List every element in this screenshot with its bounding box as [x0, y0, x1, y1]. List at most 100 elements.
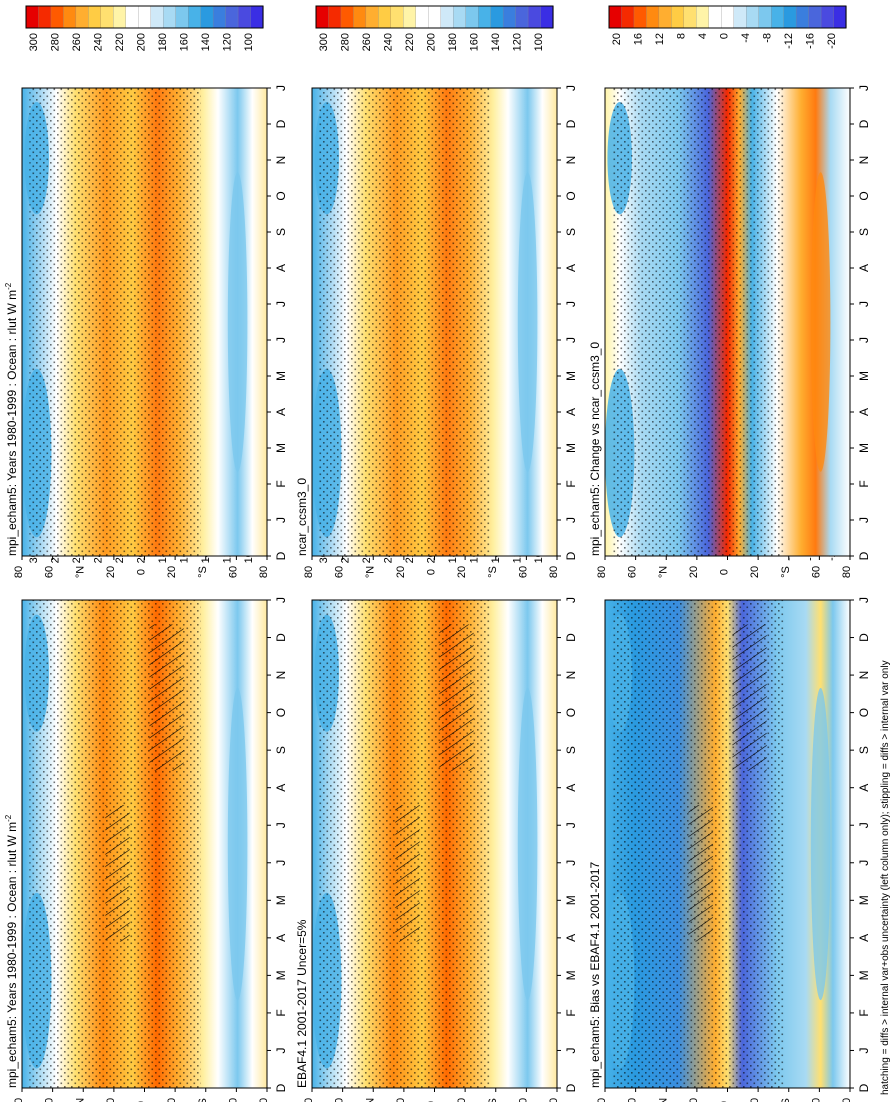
lat-tick-label: 20: [749, 566, 761, 578]
month-tick-label: F: [857, 480, 871, 487]
colorbar-swatch: [225, 5, 239, 29]
month-tick-label: O: [564, 708, 578, 717]
month-tick-label: S: [564, 228, 578, 236]
colorbar-swatch: [63, 5, 77, 29]
colorbar-swatch: [621, 5, 635, 29]
colorbar-swatch: [671, 5, 685, 29]
lat-tick-label: °N: [364, 566, 376, 578]
month-tick-label: D: [274, 119, 288, 128]
month-tick-label: M: [274, 371, 288, 381]
lat-tick-label: 20: [688, 566, 700, 578]
lat-tick-label: 80: [258, 1098, 270, 1102]
colorbar-label: 160: [179, 33, 191, 51]
chart-p_obs: 80 60 °N 20 0 20 °S 60 80 D J F M A M J J A S O N D J EBAF4.1 2…: [295, 517, 578, 1102]
colorbar-swatch: [390, 5, 404, 29]
colorbar-swatch: [453, 5, 467, 29]
lat-tick-label: 80: [258, 566, 270, 578]
month-tick-label: A: [857, 934, 871, 942]
lat-tick-label: 60: [334, 1098, 346, 1102]
colorbar-label: 220: [114, 33, 126, 51]
month-tick-label: A: [274, 408, 288, 416]
lat-tick-label: 20: [166, 1098, 178, 1102]
lat-tick-label: °N: [364, 1098, 376, 1102]
colorbar-label: 300: [28, 33, 40, 51]
lat-tick-label: 80: [13, 1098, 25, 1102]
lat-tick-label: °N: [74, 566, 86, 578]
lat-tick-label: 60: [517, 1098, 529, 1102]
colorbar-label: 280: [339, 33, 351, 51]
lat-tick-label: 20: [105, 1098, 117, 1102]
heatmap-patch: [517, 172, 538, 472]
month-tick-label: J: [274, 85, 288, 91]
colorbar-swatch: [138, 5, 152, 29]
chart-title: mpi_echam5: Change vs ncar_ccsm3_0: [588, 342, 602, 556]
lat-tick-label: °S: [197, 566, 209, 578]
month-tick-label: N: [857, 671, 871, 680]
hatching-band: [732, 624, 767, 771]
month-tick-label: O: [274, 708, 288, 717]
month-tick-label: J: [857, 85, 871, 91]
month-tick-label: D: [857, 1083, 871, 1092]
colorbar-label: 120: [512, 33, 524, 51]
colorbar-swatch: [440, 5, 454, 29]
month-tick-label: M: [857, 895, 871, 905]
hatching-band: [395, 804, 420, 942]
colorbar-label: 140: [200, 33, 212, 51]
colorbar-frame: [608, 5, 847, 29]
hatching-band: [105, 804, 130, 942]
month-tick-label: J: [564, 301, 578, 307]
colorbar-label: 180: [447, 33, 459, 51]
lat-tick-label: 80: [548, 1098, 560, 1102]
month-tick-label: M: [857, 371, 871, 381]
colorbar-label: -8: [762, 33, 774, 43]
colorbar-swatch: [150, 5, 164, 29]
month-tick-label: J: [274, 301, 288, 307]
month-tick-label: A: [564, 934, 578, 942]
colorbar-swatch: [820, 5, 835, 29]
month-tick-label: D: [564, 1083, 578, 1092]
lat-tick-label: °S: [487, 566, 499, 578]
month-tick-label: S: [274, 228, 288, 236]
colorbar-swatch: [733, 5, 747, 29]
lat-tick-label: 80: [841, 1098, 853, 1102]
colorbar-label: 120: [222, 33, 234, 51]
month-tick-label: F: [274, 480, 288, 487]
colorbar-swatch: [478, 5, 492, 29]
colorbar-swatch: [708, 5, 722, 29]
colorbar-swatch: [540, 5, 554, 29]
colorbar-swatch: [465, 5, 479, 29]
colorbar-label: 12: [654, 33, 666, 45]
month-tick-label: J: [564, 860, 578, 866]
colorbar-swatch: [125, 5, 139, 29]
colorbar-label: -16: [805, 33, 817, 49]
lat-tick-label: 60: [44, 566, 56, 578]
month-tick-label: M: [274, 895, 288, 905]
lat-tick-label: 80: [303, 566, 315, 578]
colorbar-label: 180: [157, 33, 169, 51]
lat-tick-label: °S: [197, 1098, 209, 1102]
colorbar-label: 260: [71, 33, 83, 51]
month-tick-label: F: [564, 1009, 578, 1016]
month-tick-label: S: [564, 746, 578, 754]
month-tick-label: A: [274, 264, 288, 272]
stippling: [319, 88, 491, 556]
month-tick-label: A: [274, 934, 288, 942]
month-tick-label: D: [564, 633, 578, 642]
lat-tick-label: 20: [456, 1098, 468, 1102]
lat-tick-label: 80: [596, 1098, 608, 1102]
colorbar: 300 280 260 240 220 200 180 160 140 120 100: [315, 5, 554, 51]
month-tick-label: A: [274, 784, 288, 792]
heatmap-patch: [227, 687, 248, 1001]
month-tick-label: A: [564, 264, 578, 272]
colorbar-swatch: [38, 5, 52, 29]
colorbar-label: 0: [719, 33, 731, 39]
colorbar-swatch: [683, 5, 697, 29]
colorbar-swatch: [783, 5, 797, 29]
month-tick-label: J: [857, 337, 871, 343]
colorbar-swatch: [88, 5, 102, 29]
lat-tick-label: 80: [548, 566, 560, 578]
colorbar-swatch: [795, 5, 810, 29]
lat-tick-label: 0: [136, 569, 148, 575]
month-tick-label: F: [274, 1009, 288, 1016]
lat-tick-label: 20: [166, 566, 178, 578]
